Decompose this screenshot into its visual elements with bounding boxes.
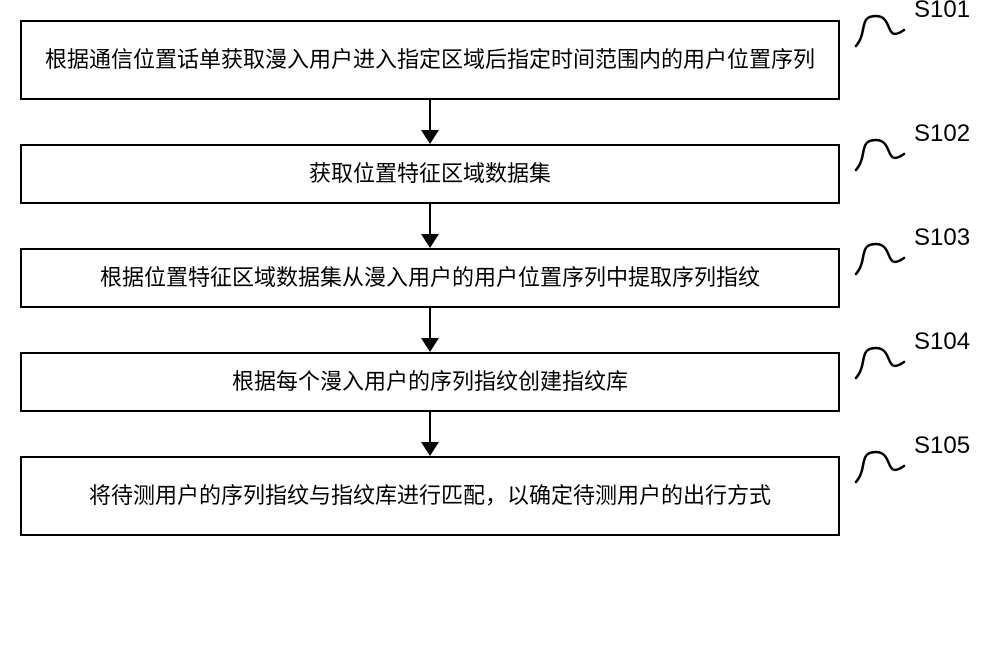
flow-step-row: 根据每个漫入用户的序列指纹创建指纹库 S104 (20, 352, 980, 412)
flow-arrow (20, 100, 840, 144)
squiggle-path (856, 244, 904, 274)
flow-arrow (20, 308, 840, 352)
flow-step-label-wrap: S101 (850, 2, 970, 52)
flow-step-label: S105 (914, 432, 970, 460)
connector-squiggle-icon (850, 2, 910, 52)
connector-squiggle-icon (850, 438, 910, 488)
flow-step-text: 将待测用户的序列指纹与指纹库进行匹配，以确定待测用户的出行方式 (89, 481, 771, 512)
flow-step-label-wrap: S105 (850, 438, 970, 488)
squiggle-path (856, 452, 904, 482)
flow-step-row: 将待测用户的序列指纹与指纹库进行匹配，以确定待测用户的出行方式 S105 (20, 456, 980, 536)
squiggle-path (856, 16, 904, 46)
flow-step-box: 获取位置特征区域数据集 (20, 144, 840, 204)
arrow-head-icon (421, 338, 439, 352)
flow-step-box: 将待测用户的序列指纹与指纹库进行匹配，以确定待测用户的出行方式 (20, 456, 840, 536)
flow-step-row: 获取位置特征区域数据集 S102 (20, 144, 980, 204)
flow-step-row: 根据位置特征区域数据集从漫入用户的用户位置序列中提取序列指纹 S103 (20, 248, 980, 308)
arrow-shaft (429, 100, 431, 132)
flow-step-text: 根据每个漫入用户的序列指纹创建指纹库 (232, 367, 628, 398)
flow-step-label-wrap: S103 (850, 230, 970, 280)
squiggle-path (856, 348, 904, 378)
flow-step-label: S102 (914, 120, 970, 148)
connector-squiggle-icon (850, 334, 910, 384)
squiggle-path (856, 140, 904, 170)
flow-step-text: 根据通信位置话单获取漫入用户进入指定区域后指定时间范围内的用户位置序列 (45, 45, 815, 76)
arrow-head-icon (421, 234, 439, 248)
arrow-head-icon (421, 130, 439, 144)
flow-step-box: 根据通信位置话单获取漫入用户进入指定区域后指定时间范围内的用户位置序列 (20, 20, 840, 100)
flow-step-label: S101 (914, 0, 970, 24)
flow-step-label: S103 (914, 224, 970, 252)
flow-arrow (20, 412, 840, 456)
flow-step-label-wrap: S104 (850, 334, 970, 384)
arrow-head-icon (421, 442, 439, 456)
flow-step-text: 获取位置特征区域数据集 (309, 159, 551, 190)
connector-squiggle-icon (850, 230, 910, 280)
flow-step-text: 根据位置特征区域数据集从漫入用户的用户位置序列中提取序列指纹 (100, 263, 760, 294)
arrow-shaft (429, 204, 431, 236)
flow-step-box: 根据每个漫入用户的序列指纹创建指纹库 (20, 352, 840, 412)
arrow-shaft (429, 308, 431, 340)
flow-arrow (20, 204, 840, 248)
flowchart-container: 根据通信位置话单获取漫入用户进入指定区域后指定时间范围内的用户位置序列 S101… (20, 20, 980, 536)
arrow-shaft (429, 412, 431, 444)
flow-step-label: S104 (914, 328, 970, 356)
flow-step-box: 根据位置特征区域数据集从漫入用户的用户位置序列中提取序列指纹 (20, 248, 840, 308)
connector-squiggle-icon (850, 126, 910, 176)
flow-step-row: 根据通信位置话单获取漫入用户进入指定区域后指定时间范围内的用户位置序列 S101 (20, 20, 980, 100)
flow-step-label-wrap: S102 (850, 126, 970, 176)
